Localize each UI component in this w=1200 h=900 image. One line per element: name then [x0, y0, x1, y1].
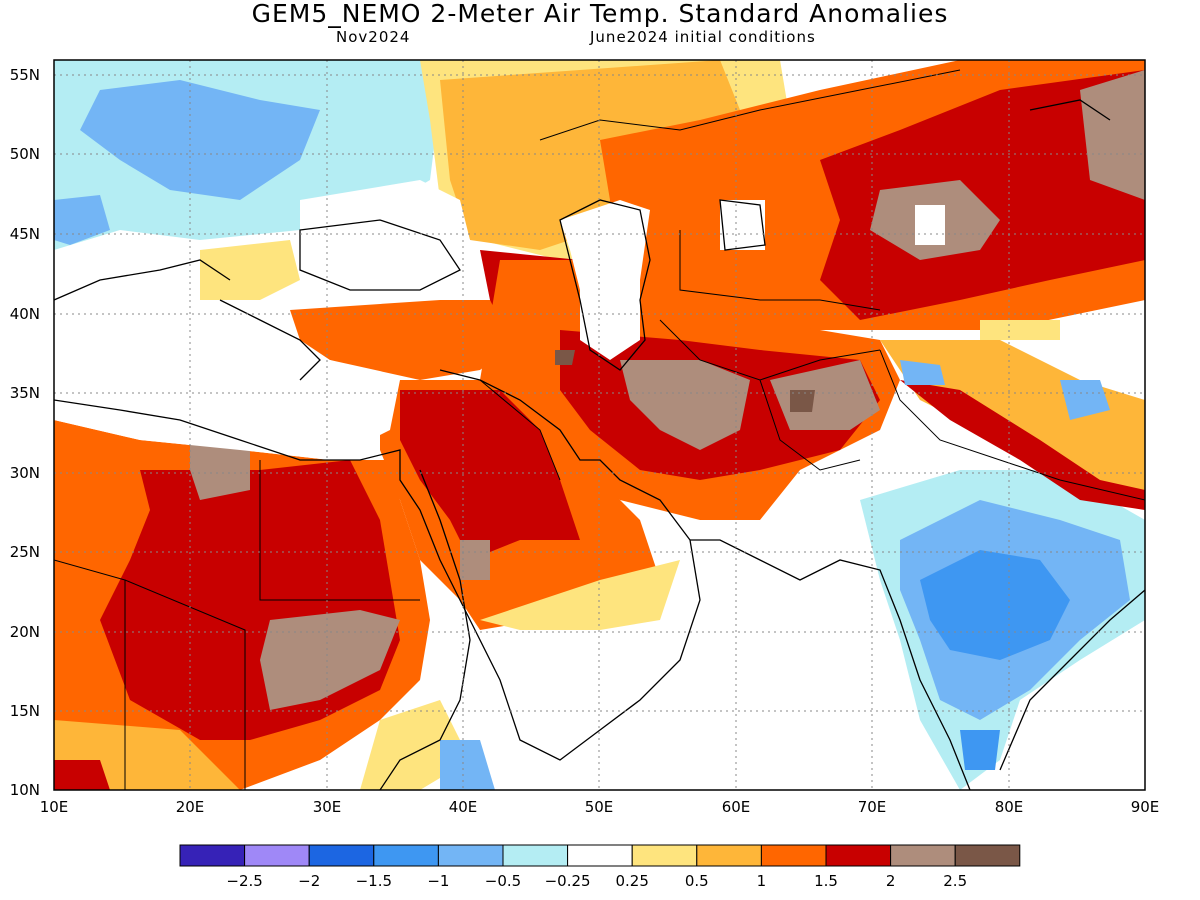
colorbar-label: −1	[427, 872, 449, 890]
country-borders	[54, 69, 1145, 790]
colorbar-label: −0.25	[545, 872, 591, 890]
colorbar-label: −1.5	[356, 872, 392, 890]
colorbar	[179, 844, 1021, 867]
map-title: GEM5_NEMO 2-Meter Air Temp. Standard Ano…	[251, 0, 949, 28]
colorbar-swatch	[631, 844, 698, 867]
lon-label: 70E	[858, 798, 887, 816]
lon-label: 20E	[176, 798, 205, 816]
colorbar-swatch	[502, 844, 569, 867]
colorbar-label: −2	[298, 872, 320, 890]
region-arabia-north	[400, 390, 580, 560]
coastlines	[54, 99, 1145, 790]
colorbar-swatch	[760, 844, 827, 867]
colorbar-labels: −2.5 −2 −1.5 −1 −0.5 −0.25 0.25 0.5 1 1.5 2 2.5	[226, 872, 967, 890]
colorbar-label: −0.5	[485, 872, 521, 890]
colorbar-label: 1	[757, 872, 767, 890]
colorbar-label: 2	[886, 872, 896, 890]
region-sudan-peak	[260, 610, 400, 710]
lon-label: 10E	[40, 798, 69, 816]
region-europe-colder	[80, 80, 320, 200]
colorbar-swatch	[696, 844, 762, 867]
colorbar-swatch	[437, 844, 504, 867]
colorbar-swatch	[179, 844, 246, 867]
lon-label: 50E	[585, 798, 614, 816]
colorbar-swatch	[308, 844, 375, 867]
lon-label: 90E	[1131, 798, 1160, 816]
lon-label: 40E	[449, 798, 478, 816]
lat-label: 40N	[10, 305, 40, 323]
lon-label: 60E	[722, 798, 751, 816]
initial-conditions: June2024 initial conditions	[590, 28, 816, 46]
colorbar-swatch	[244, 844, 310, 867]
lat-label: 25N	[10, 543, 40, 561]
colorbar-swatch	[567, 844, 633, 867]
lat-label: 45N	[10, 225, 40, 243]
lon-label: 80E	[995, 798, 1024, 816]
lat-label: 55N	[10, 66, 40, 84]
anomaly-field	[54, 60, 1145, 790]
colorbar-swatch	[825, 844, 892, 867]
lat-label: 15N	[10, 702, 40, 720]
lat-label: 30N	[10, 464, 40, 482]
colorbar-label: 0.5	[685, 872, 709, 890]
lat-axis: 55N 50N 45N 40N 35N 30N 25N 20N 15N 10N	[10, 66, 40, 799]
lon-label: 30E	[313, 798, 342, 816]
colorbar-swatch	[890, 844, 956, 867]
colorbar-swatch	[373, 844, 439, 867]
colorbar-label: 0.25	[615, 872, 648, 890]
colorbar-swatch	[954, 844, 1021, 867]
map-frame	[53, 59, 1146, 791]
gridlines	[54, 60, 1145, 790]
lat-label: 35N	[10, 384, 40, 402]
colorbar-label: 2.5	[943, 872, 967, 890]
lat-label: 20N	[10, 623, 40, 641]
colorbar-label: −2.5	[226, 872, 262, 890]
forecast-month: Nov2024	[336, 28, 411, 46]
lon-axis: 10E 20E 30E 40E 50E 60E 70E 80E 90E	[40, 798, 1160, 816]
lat-label: 50N	[10, 145, 40, 163]
lat-label: 10N	[10, 781, 40, 799]
colorbar-label: 1.5	[814, 872, 838, 890]
